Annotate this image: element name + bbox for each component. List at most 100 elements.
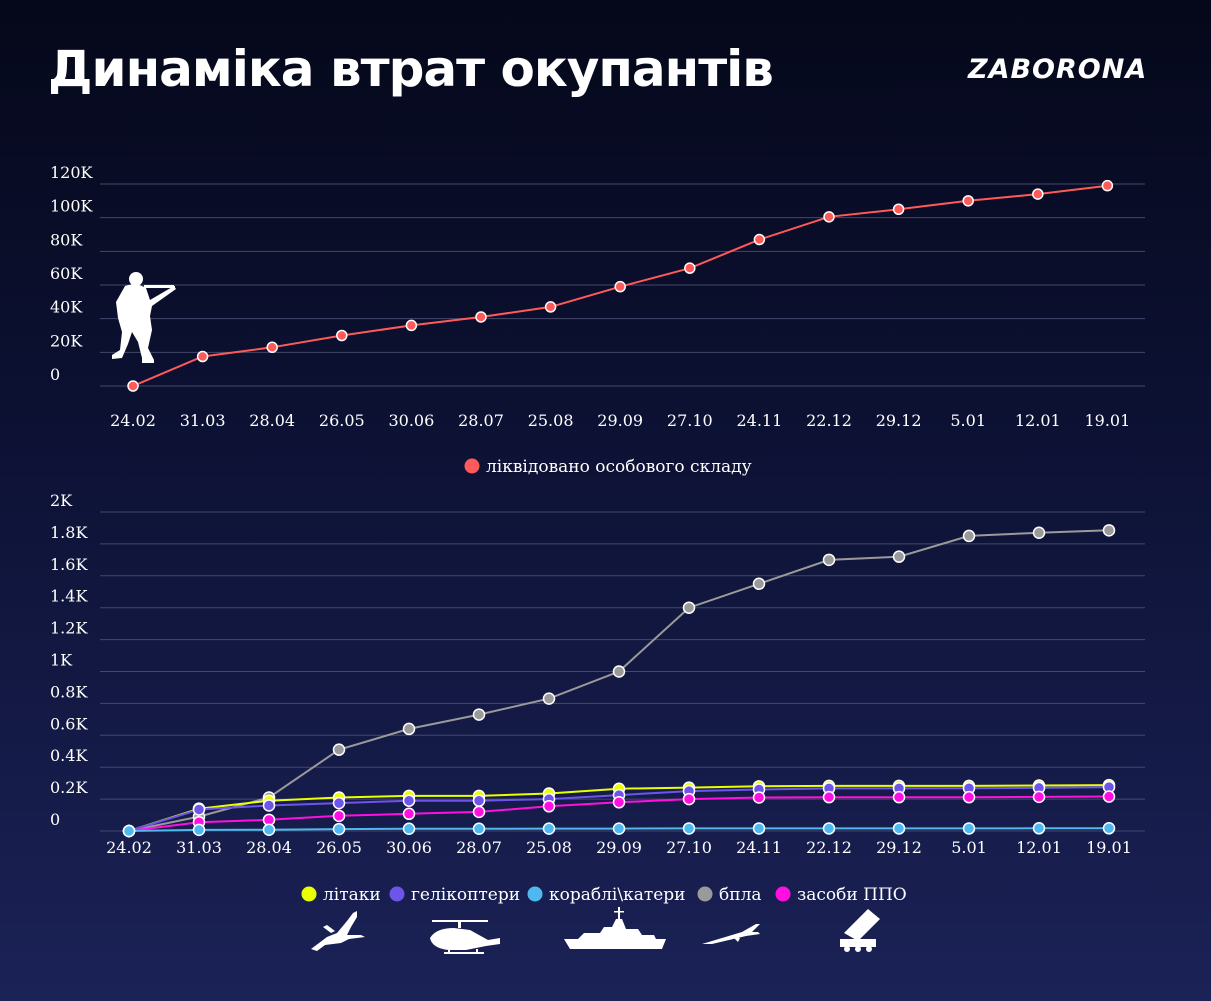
legend-label: гелікоптери: [411, 885, 520, 905]
ship-icon: [564, 907, 666, 949]
data-point: [1032, 188, 1044, 200]
x-tick-label: 29.12: [876, 411, 922, 430]
data-point: [402, 794, 416, 807]
data-point: [405, 319, 418, 332]
data-point: [1102, 822, 1116, 835]
y-tick-label: 1.2K: [50, 619, 88, 638]
x-tick-label: 12.01: [1015, 411, 1061, 430]
x-tick-label: 24.11: [736, 838, 782, 857]
data-point: [962, 195, 974, 207]
data-point: [1032, 790, 1046, 804]
data-point: [682, 822, 696, 835]
x-tick-label: 30.06: [386, 838, 432, 857]
data-point: [1102, 790, 1116, 803]
data-point: [1032, 822, 1046, 835]
x-tick-label: 5.01: [951, 838, 987, 857]
data-point: [475, 311, 487, 323]
legend-label: літаки: [323, 885, 381, 905]
y-tick-label: 1.8K: [50, 523, 88, 542]
legend-marker: [697, 886, 713, 902]
data-point: [262, 823, 276, 836]
x-tick-label: 24.11: [736, 411, 782, 430]
data-point: [544, 301, 557, 313]
x-tick-label: 12.01: [1016, 838, 1062, 857]
data-point: [472, 805, 486, 819]
page-title: Динаміка втрат окупантів: [48, 40, 774, 98]
data-point: [336, 329, 348, 342]
data-point: [542, 822, 556, 835]
x-tick-label: 29.12: [876, 838, 922, 857]
data-point: [402, 822, 416, 836]
helicopter-icon: [430, 920, 500, 954]
x-tick-label: 28.04: [246, 838, 292, 857]
x-tick-label: 28.04: [249, 411, 295, 430]
data-point: [332, 809, 346, 823]
data-point: [752, 822, 766, 835]
y-tick-label: 1K: [50, 651, 73, 670]
y-tick-label: 0: [50, 810, 60, 829]
y-tick-label: 1.6K: [50, 555, 88, 574]
data-point: [822, 553, 836, 567]
data-point: [612, 665, 626, 678]
legend-marker: [464, 458, 480, 474]
drone-icon: [702, 924, 760, 944]
data-point: [962, 822, 976, 835]
y-tick-label: 120K: [50, 163, 94, 182]
y-tick-label: 0: [50, 365, 60, 384]
data-point: [472, 708, 486, 721]
data-point: [753, 233, 766, 246]
data-point: [1032, 526, 1046, 539]
data-point: [962, 529, 976, 543]
x-tick-label: 19.01: [1084, 411, 1130, 430]
y-tick-label: 40K: [50, 298, 83, 317]
y-tick-label: 60K: [50, 264, 83, 283]
data-point: [682, 792, 696, 806]
x-tick-label: 24.02: [110, 411, 156, 430]
data-point: [822, 790, 836, 804]
y-tick-label: 80K: [50, 230, 83, 249]
legend-label: засоби ППО: [797, 885, 907, 905]
data-point: [892, 203, 905, 215]
data-point: [122, 824, 136, 838]
x-tick-label: 31.03: [180, 411, 226, 430]
data-point: [332, 743, 346, 756]
data-point: [1101, 179, 1114, 192]
data-point: [472, 822, 486, 836]
soldier-icon: [112, 272, 176, 363]
legend-marker: [527, 886, 543, 902]
x-tick-label: 25.08: [528, 411, 574, 430]
x-tick-label: 26.05: [316, 838, 362, 857]
data-point: [752, 577, 766, 591]
chart-2: 0 0.2K 0.4K 0.6K 0.8K 1K 1.2K 1.4K 1.6K 1.8K 2K 24.…: [50, 491, 1145, 905]
x-tick-label: 22.12: [806, 411, 852, 430]
x-tick-label: 26.05: [319, 411, 365, 430]
data-point: [542, 800, 556, 813]
data-point: [962, 790, 976, 804]
y-tick-label: 0.8K: [50, 682, 88, 701]
data-point: [1102, 524, 1116, 537]
x-tick-label: 22.12: [806, 838, 852, 857]
air-defense-icon: [840, 909, 880, 952]
data-point: [192, 803, 206, 816]
x-tick-label: 19.01: [1086, 838, 1132, 857]
brand-logo: ZABORONA: [968, 54, 1148, 85]
y-tick-label: 0.4K: [50, 746, 88, 765]
legend-marker: [301, 886, 317, 902]
data-point: [823, 211, 835, 223]
data-point: [892, 822, 906, 835]
data-point: [822, 822, 836, 835]
data-point: [332, 822, 346, 836]
x-tick-label: 5.01: [950, 411, 986, 430]
data-point: [752, 791, 766, 804]
y-tick-label: 1.4K: [50, 587, 88, 606]
x-tick-label: 25.08: [526, 838, 572, 857]
data-point: [262, 799, 276, 812]
data-point: [192, 823, 206, 837]
data-point: [402, 807, 416, 821]
data-point: [542, 692, 556, 705]
data-point: [402, 722, 416, 736]
data-point: [127, 380, 139, 392]
x-tick-label: 29.09: [597, 411, 643, 430]
data-point: [892, 790, 906, 804]
